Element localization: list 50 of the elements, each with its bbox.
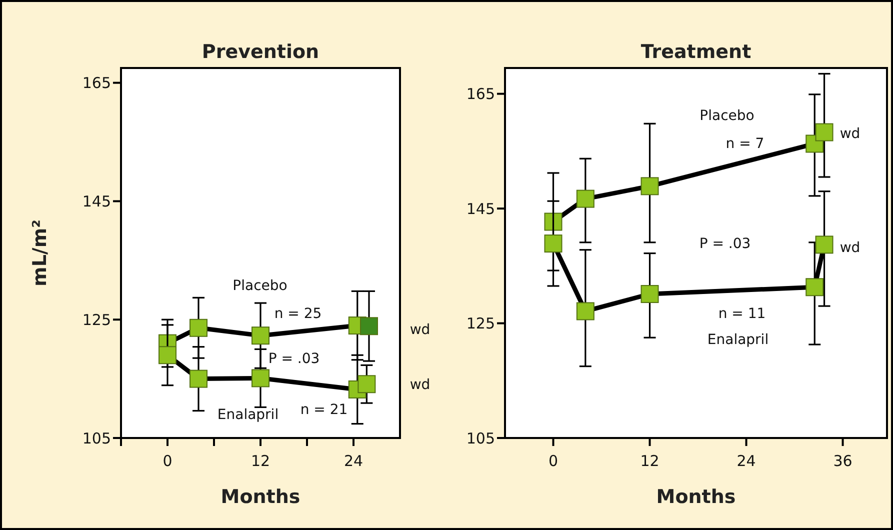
annotation: n = 7	[726, 136, 764, 152]
y-tick-label: 125	[466, 314, 495, 333]
annotation: n = 21	[300, 402, 348, 418]
x-tick-label: 24	[344, 452, 364, 470]
point	[252, 369, 270, 388]
point	[815, 236, 834, 254]
y-tick-label: 165	[82, 74, 111, 92]
annotation: n = 25	[274, 306, 322, 322]
x-tick-label: 0	[162, 452, 172, 470]
point	[640, 177, 659, 196]
chart-title: Treatment	[640, 41, 752, 63]
y-tick-label: 125	[82, 310, 111, 329]
point	[190, 318, 208, 337]
point	[158, 346, 176, 364]
y-tick-label: 145	[82, 192, 111, 210]
y-tick-label: 105	[466, 429, 495, 448]
x-tick-label: 0	[548, 452, 558, 470]
y-axis-title: mL/m²	[29, 220, 51, 286]
text: Placebo	[232, 278, 288, 294]
point	[576, 190, 594, 208]
annotation: n = 11	[718, 306, 766, 322]
point	[544, 234, 562, 253]
point	[544, 212, 562, 231]
y-tick-label: 105	[82, 429, 111, 448]
y-tick-label: 165	[466, 85, 495, 104]
text: Placebo	[700, 108, 754, 124]
annotation: wd	[840, 240, 860, 256]
point	[358, 375, 376, 394]
point	[576, 302, 594, 320]
text: wd	[410, 322, 430, 338]
x-tick-label: 12	[250, 452, 270, 470]
point	[640, 285, 659, 304]
annotation: P = .03	[699, 236, 751, 252]
point	[252, 326, 270, 345]
x-axis-title: Months	[220, 486, 300, 508]
text: Enalapril	[707, 332, 769, 348]
x-tick-label: 36	[833, 452, 852, 470]
x-tick-label: 24	[736, 452, 756, 470]
point	[190, 370, 208, 388]
annotation: wd	[840, 126, 860, 142]
annotation: P = .03	[268, 350, 320, 367]
x-axis-title: Months	[656, 486, 736, 508]
text: wd	[410, 376, 430, 393]
series-label: Enalapril	[217, 406, 279, 423]
chart-title: Prevention	[202, 41, 320, 63]
y-tick-label: 145	[466, 200, 495, 218]
point	[806, 278, 824, 296]
x-tick-label: 12	[640, 452, 660, 470]
point	[815, 123, 834, 142]
point	[360, 317, 378, 336]
